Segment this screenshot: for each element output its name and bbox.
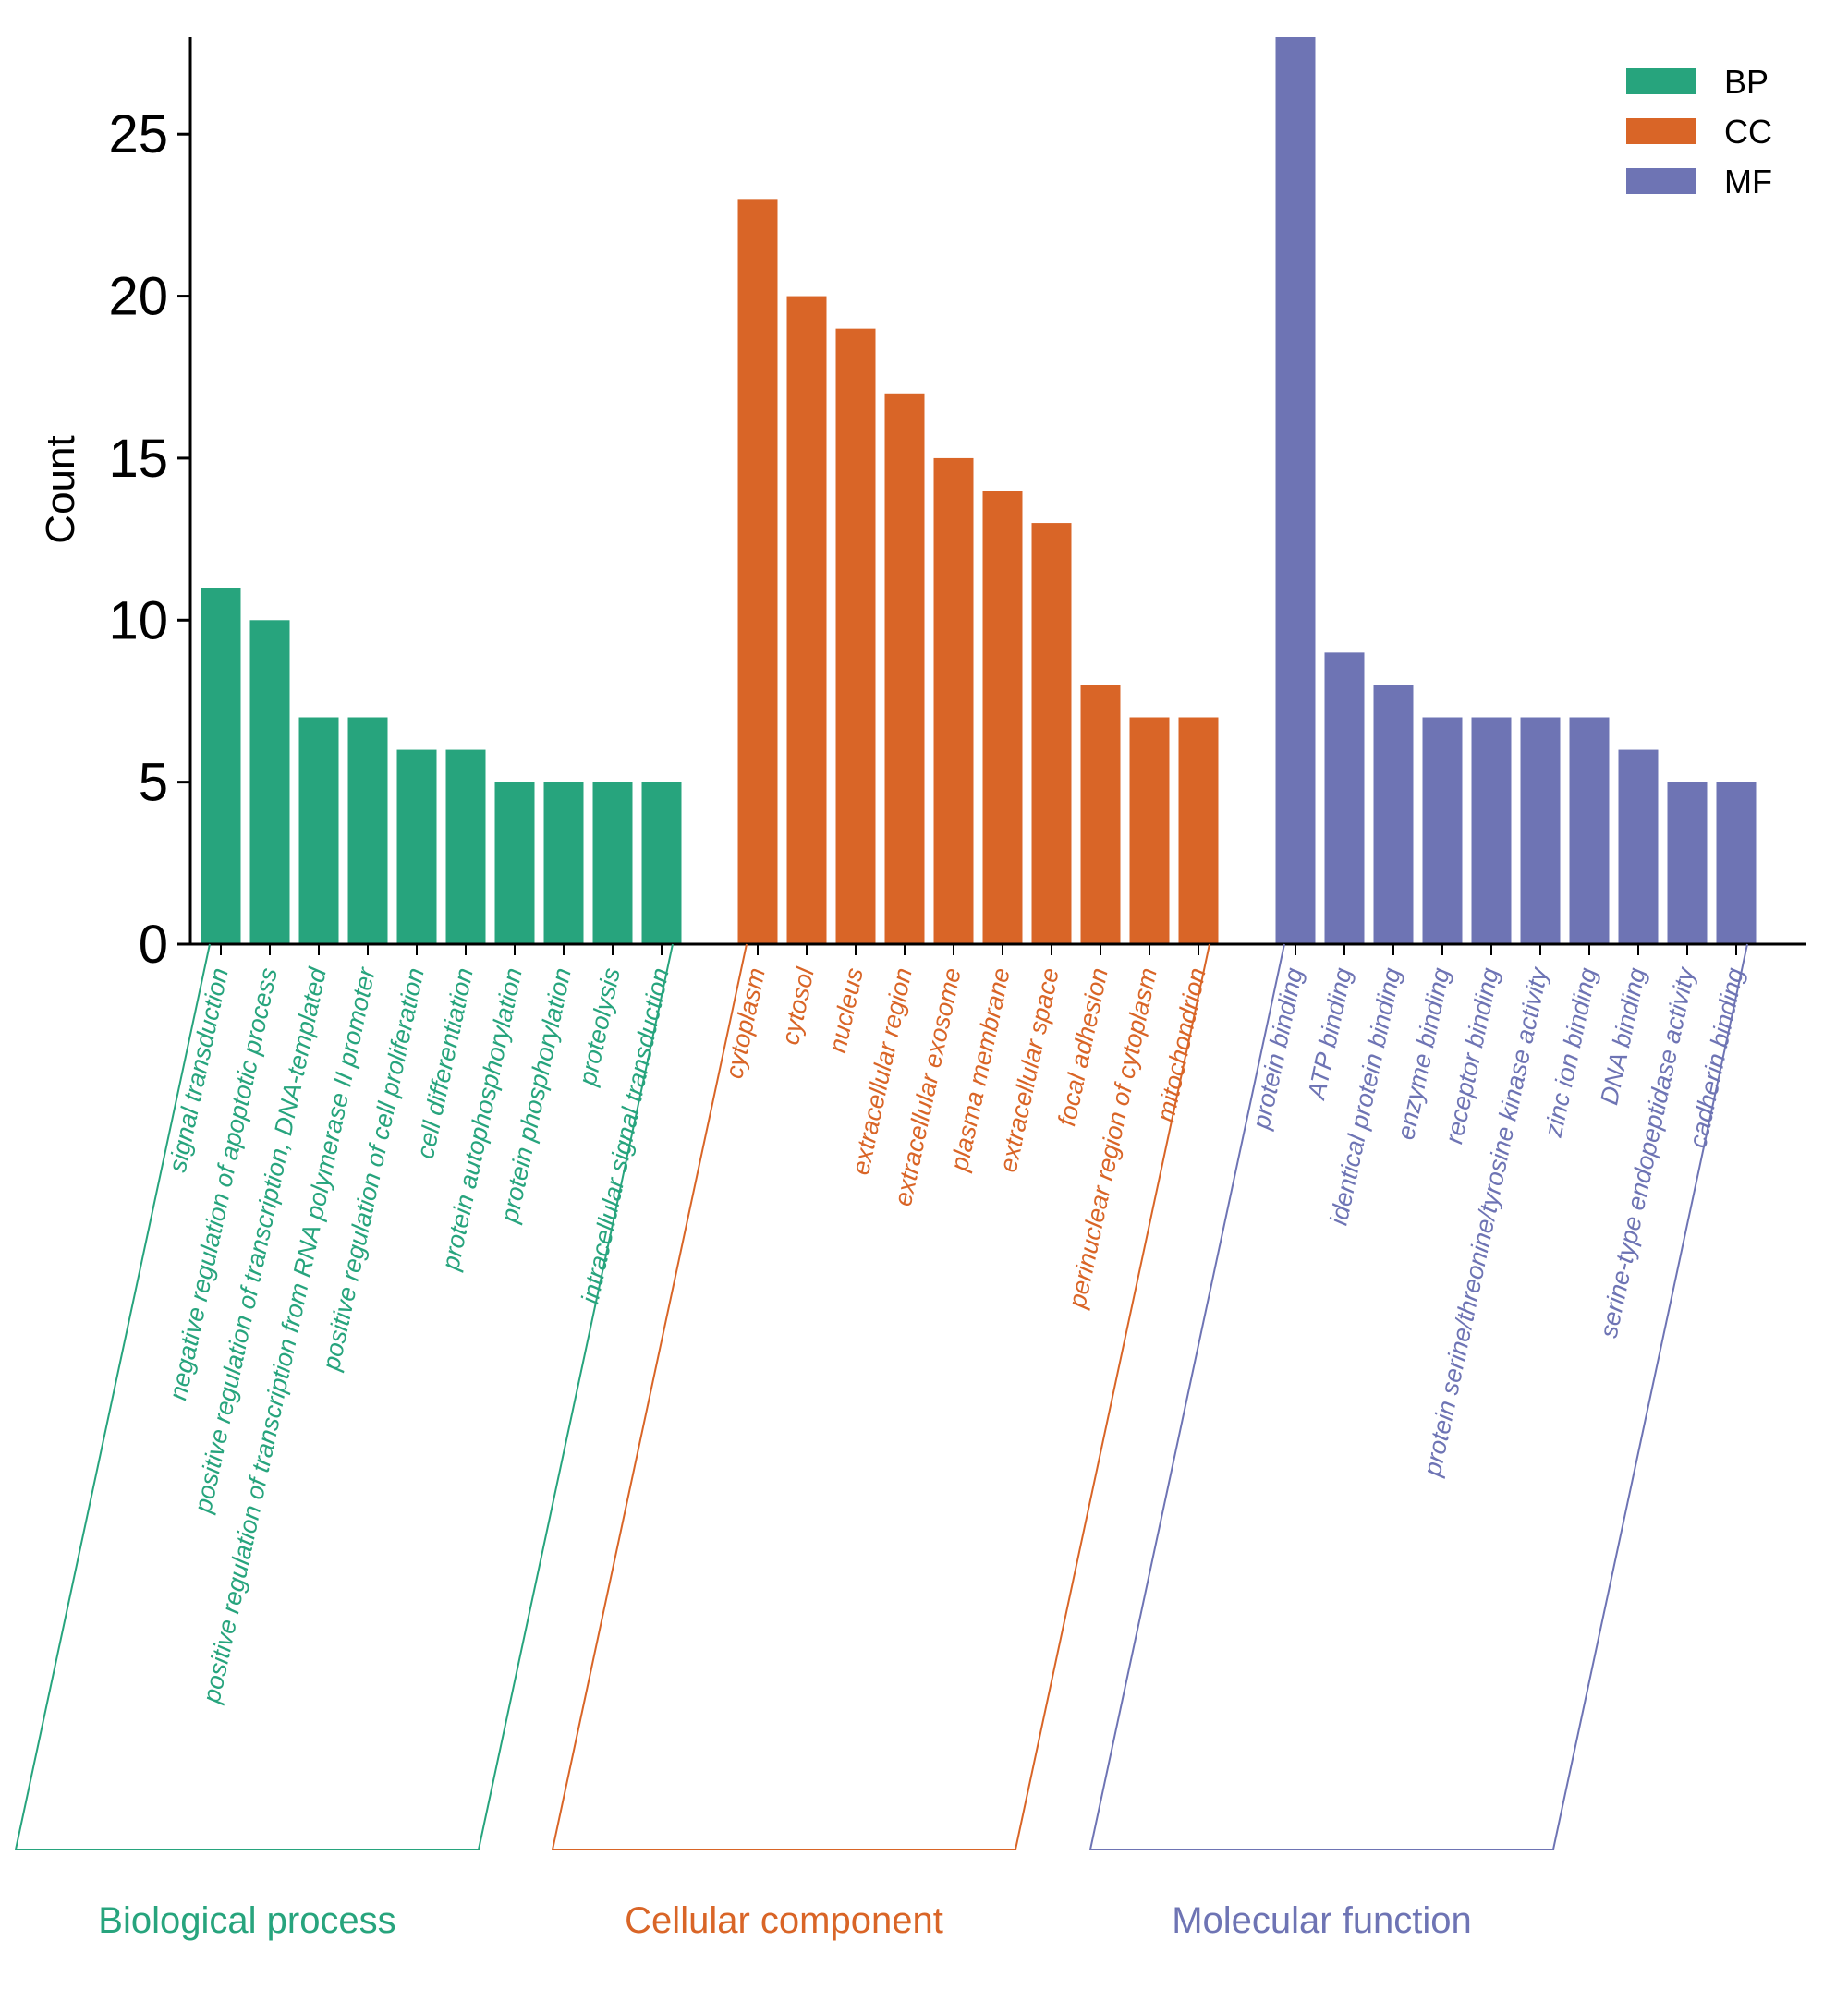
y-axis-title: Count (38, 435, 83, 543)
category-label: cytosol (776, 964, 820, 1047)
category-label: DNA binding (1595, 965, 1651, 1108)
bar-bp (298, 717, 339, 944)
bar-cc (933, 457, 974, 944)
bar-mf (1618, 749, 1659, 944)
bar-cc (1129, 717, 1170, 944)
bar-mf (1716, 782, 1757, 944)
bar-bp (543, 782, 584, 944)
bar-mf (1471, 717, 1512, 944)
group-bracket-bp (14, 943, 674, 1850)
bar-mf (1667, 782, 1708, 944)
bars (201, 37, 1757, 945)
bar-cc (884, 393, 925, 944)
category-label: cytoplasm (720, 965, 771, 1081)
category-label: proteolysis (573, 965, 625, 1088)
bar-bp (445, 749, 486, 944)
y-tick-label: 0 (139, 915, 168, 975)
y-tick-label: 20 (108, 267, 168, 327)
legend-swatch-cc (1626, 118, 1696, 144)
bar-cc (982, 491, 1023, 944)
legend-label-bp: BP (1724, 63, 1769, 101)
bar-cc (1031, 523, 1072, 944)
y-tick-label: 5 (139, 753, 168, 813)
y-tick-label: 15 (108, 429, 168, 489)
bar-cc (786, 296, 827, 945)
category-label: mitochondrion (1151, 965, 1211, 1124)
bar-cc (737, 199, 778, 944)
group-bracket-cc (551, 943, 1210, 1850)
y-tick-label: 25 (108, 104, 168, 164)
category-label: serine-type endopeptidase activity (1595, 964, 1701, 1340)
bar-mf (1422, 717, 1463, 944)
legend: BP CC MF (1626, 63, 1772, 200)
bar-bp (592, 782, 633, 944)
bar-cc (1178, 717, 1219, 944)
category-label: nucleus (823, 965, 869, 1055)
legend-label-mf: MF (1724, 163, 1772, 200)
group-label-cc: Cellular component (625, 1900, 943, 1941)
bar-cc (835, 328, 876, 945)
y-tick-label: 10 (108, 590, 168, 650)
bar-bp (641, 782, 682, 944)
bar-mf (1569, 717, 1610, 944)
bar-bp (494, 782, 535, 944)
category-label: protein binding (1246, 965, 1307, 1132)
bar-mf (1275, 37, 1316, 944)
group-label-bp: Biological process (98, 1900, 395, 1941)
category-label: ATP binding (1302, 965, 1357, 1103)
bar-bp (201, 588, 241, 944)
bar-bp (249, 620, 290, 944)
bar-cc (1080, 685, 1121, 944)
y-axis: 0 5 10 15 20 25 (108, 37, 192, 975)
legend-swatch-mf (1626, 168, 1696, 194)
bar-bp (396, 749, 437, 944)
group-bracket-mf (1088, 943, 1748, 1850)
x-axis (190, 942, 1806, 955)
bar-mf (1520, 717, 1561, 944)
group-brackets (14, 943, 1748, 1850)
group-labels: Biological process Cellular component Mole… (98, 1900, 1472, 1941)
bar-bp (347, 717, 388, 944)
category-label: focal adhesion (1052, 965, 1113, 1129)
bar-mf (1373, 685, 1414, 944)
group-label-mf: Molecular function (1172, 1900, 1472, 1941)
legend-swatch-bp (1626, 68, 1696, 94)
bar-mf (1324, 652, 1365, 944)
legend-label-cc: CC (1724, 113, 1772, 151)
